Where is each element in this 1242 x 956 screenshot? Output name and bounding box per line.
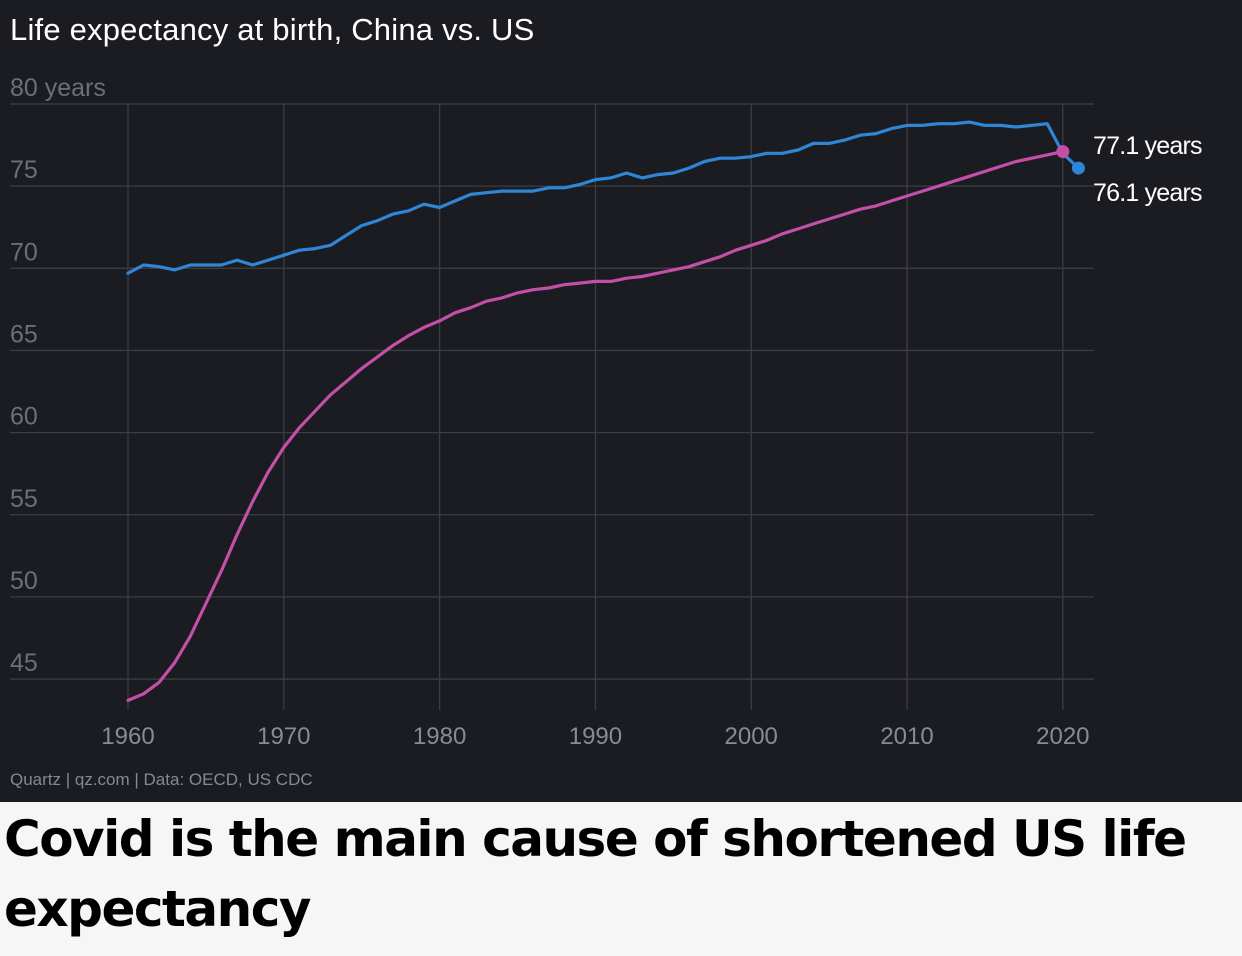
y-tick-label: 70 bbox=[10, 238, 38, 266]
headline: Covid is the main cause of shortened US … bbox=[4, 810, 1187, 938]
x-tick-label: 2000 bbox=[725, 723, 778, 750]
y-tick-label: 60 bbox=[10, 403, 38, 431]
source-note: Quartz | qz.com | Data: OECD, US CDC bbox=[10, 770, 313, 789]
y-tick-label: 65 bbox=[10, 320, 38, 348]
x-tick-label: 2010 bbox=[880, 723, 933, 750]
series-line-us bbox=[126, 120, 1081, 275]
chart-panel: Life expectancy at birth, China vs. US 8… bbox=[0, 0, 1242, 802]
chart-title: Life expectancy at birth, China vs. US bbox=[10, 12, 535, 47]
series-line-china bbox=[126, 150, 1065, 703]
y-tick-label: 55 bbox=[10, 485, 38, 513]
y-tick-label: 45 bbox=[10, 649, 38, 677]
line-chart: 80 years 75 70 65 60 55 50 45 1960 1970 1980 1990 20… bbox=[10, 74, 1203, 750]
y-tick-label: 80 years bbox=[10, 74, 106, 102]
end-marker-china bbox=[1056, 145, 1070, 159]
x-tick-label: 1970 bbox=[257, 723, 310, 750]
end-label-china: 77.1 years bbox=[1093, 132, 1202, 160]
x-tick-label: 2020 bbox=[1036, 723, 1089, 750]
end-marker-us bbox=[1071, 161, 1085, 175]
end-label-us: 76.1 years bbox=[1093, 179, 1202, 207]
x-tick-label: 1960 bbox=[101, 723, 154, 750]
x-tick-label: 1990 bbox=[569, 723, 622, 750]
y-tick-label: 50 bbox=[10, 567, 38, 595]
x-tick-label: 1980 bbox=[413, 723, 466, 750]
y-tick-label: 75 bbox=[10, 156, 38, 184]
